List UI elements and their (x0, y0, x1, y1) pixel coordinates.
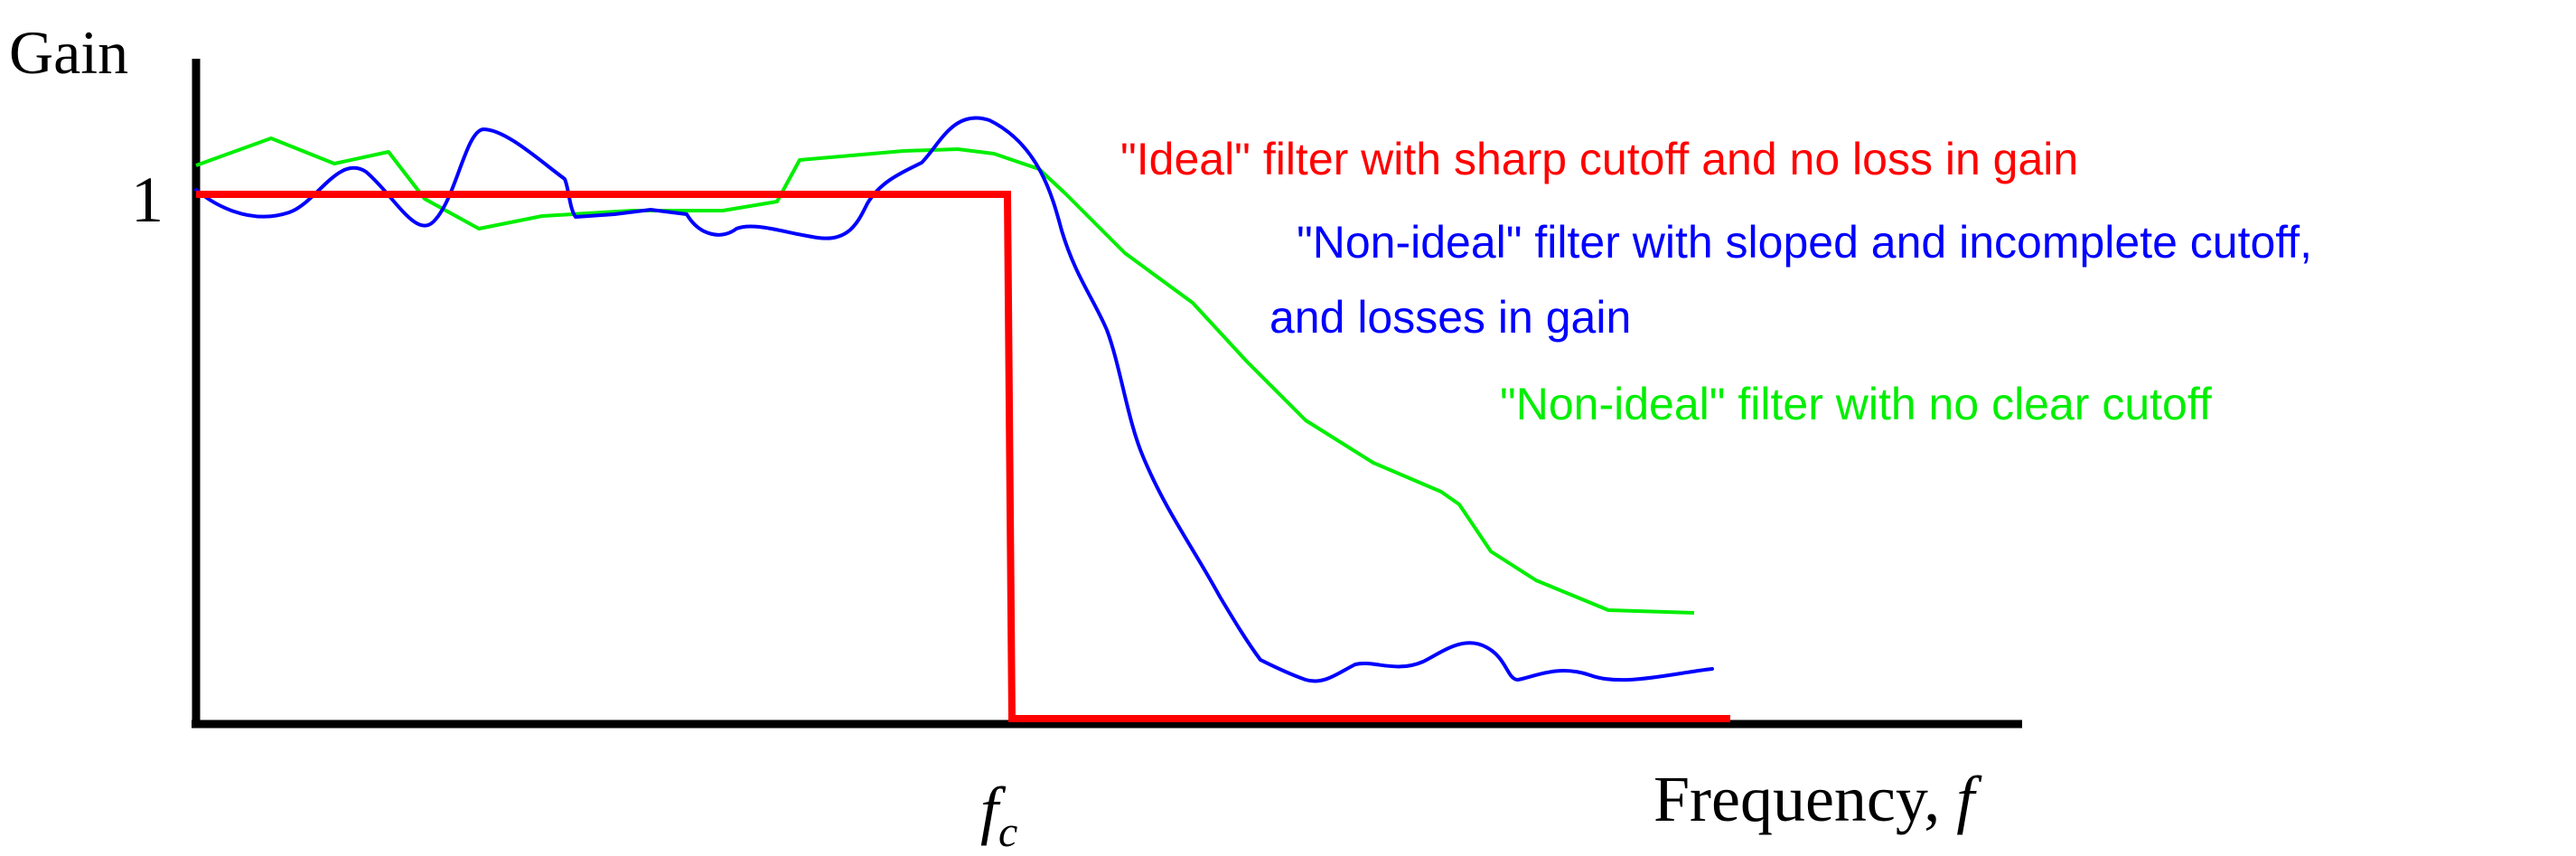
ideal-filter-curve (196, 191, 1730, 722)
cutoff-frequency-subscript: c (998, 808, 1018, 856)
x-axis-label-variable: f (1956, 763, 1975, 835)
no-cutoff-filter-curve (195, 136, 1695, 615)
cutoff-frequency-label: fc (980, 777, 1017, 854)
cutoff-frequency-symbol: f (980, 774, 999, 846)
ideal-filter-annotation: "Ideal" filter with sharp cutoff and no … (1120, 134, 2079, 184)
x-axis-label-text: Frequency, (1653, 763, 1957, 835)
sloped-filter-annotation-line2: and losses in gain (1269, 292, 1632, 343)
y-tick-one: 1 (131, 164, 164, 236)
no-cutoff-filter-annotation: "Non-ideal" filter with no clear cutoff (1500, 379, 2212, 429)
sloped-filter-annotation-line1: "Non-ideal" filter with sloped and incom… (1297, 217, 2313, 268)
x-axis-label: Frequency, f (1653, 767, 1974, 832)
sloped-cutoff-filter-curve (194, 116, 1714, 683)
y-axis-label: Gain (9, 18, 129, 87)
